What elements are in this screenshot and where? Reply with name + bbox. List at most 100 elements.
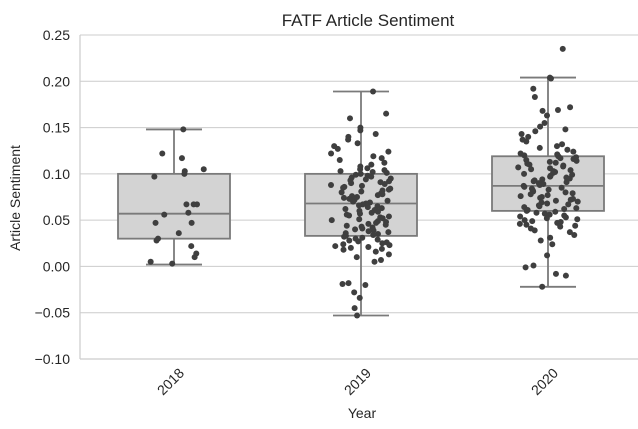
data-point [382, 221, 389, 228]
y-axis-label: Article Sentiment [7, 145, 23, 251]
data-point [356, 216, 363, 223]
data-point [200, 166, 207, 173]
data-point [517, 213, 524, 220]
data-point [151, 173, 158, 180]
data-point [554, 106, 561, 113]
data-point [178, 155, 185, 162]
data-point [562, 189, 569, 196]
data-point [334, 145, 341, 152]
data-point [341, 233, 348, 240]
data-point [328, 217, 335, 224]
y-tick-label: 0.20 [43, 73, 70, 89]
data-point [571, 231, 578, 238]
data-point [180, 126, 187, 133]
data-point [559, 141, 566, 148]
data-point [368, 173, 375, 180]
data-point [523, 207, 530, 214]
data-point [353, 254, 360, 261]
data-point [354, 140, 361, 147]
strip-points [147, 45, 581, 319]
data-point [185, 209, 192, 216]
data-point [547, 234, 554, 241]
data-point [385, 251, 392, 258]
data-point [536, 144, 543, 151]
data-point [152, 219, 159, 226]
data-point [553, 143, 560, 150]
data-point [348, 180, 355, 187]
data-point [562, 126, 569, 133]
data-point [544, 252, 551, 259]
data-point [528, 166, 535, 173]
data-point [328, 181, 335, 188]
data-point [527, 191, 534, 198]
data-point [379, 191, 386, 198]
data-point [368, 161, 375, 168]
data-point [364, 165, 371, 172]
data-point [521, 183, 528, 190]
data-point [377, 256, 384, 263]
data-point [541, 119, 548, 126]
axes [79, 35, 638, 360]
data-point [386, 242, 393, 249]
data-point [537, 237, 544, 244]
points-2018 [147, 126, 207, 267]
box-iqr [117, 172, 231, 240]
data-point [544, 192, 551, 199]
data-point [531, 227, 538, 234]
data-point [523, 221, 530, 228]
data-point [526, 161, 533, 168]
data-point [373, 219, 380, 226]
data-point [521, 217, 528, 224]
data-point [356, 210, 363, 217]
data-point [547, 75, 554, 82]
data-point [543, 215, 550, 222]
data-point [516, 220, 523, 227]
data-point [372, 131, 379, 138]
data-point [359, 234, 366, 241]
points-2020 [515, 45, 581, 290]
y-tick-label: 0.10 [43, 166, 70, 182]
data-point [386, 178, 393, 185]
data-point [183, 201, 190, 208]
data-point [365, 243, 372, 250]
data-point [552, 270, 559, 277]
data-point [356, 202, 363, 209]
data-point [340, 241, 347, 248]
data-point [545, 186, 552, 193]
data-point [521, 170, 528, 177]
x-tick-label-2018: 2018 [154, 365, 187, 398]
data-point [562, 272, 569, 279]
data-point [560, 163, 567, 170]
data-point [190, 201, 197, 208]
data-point [552, 159, 559, 166]
data-point [378, 245, 385, 252]
data-point [574, 216, 581, 223]
data-point [181, 170, 188, 177]
data-point [563, 179, 570, 186]
data-point [357, 166, 364, 173]
data-point [355, 238, 362, 245]
data-point [346, 212, 353, 219]
data-point [351, 305, 358, 312]
data-point [573, 205, 580, 212]
data-point [518, 131, 525, 138]
data-point [191, 254, 198, 261]
data-point [536, 181, 543, 188]
data-point [566, 229, 573, 236]
data-point [365, 228, 372, 235]
data-point [372, 248, 379, 255]
data-point [362, 176, 369, 183]
data-point [385, 148, 392, 155]
data-point [351, 289, 358, 296]
data-point [533, 209, 540, 216]
y-tick-label: 0.00 [43, 258, 70, 274]
data-point [570, 148, 577, 155]
data-point [338, 189, 345, 196]
data-point [539, 107, 546, 114]
data-point [328, 150, 335, 157]
data-point [383, 110, 390, 117]
data-point [537, 123, 544, 130]
data-point [381, 181, 388, 188]
